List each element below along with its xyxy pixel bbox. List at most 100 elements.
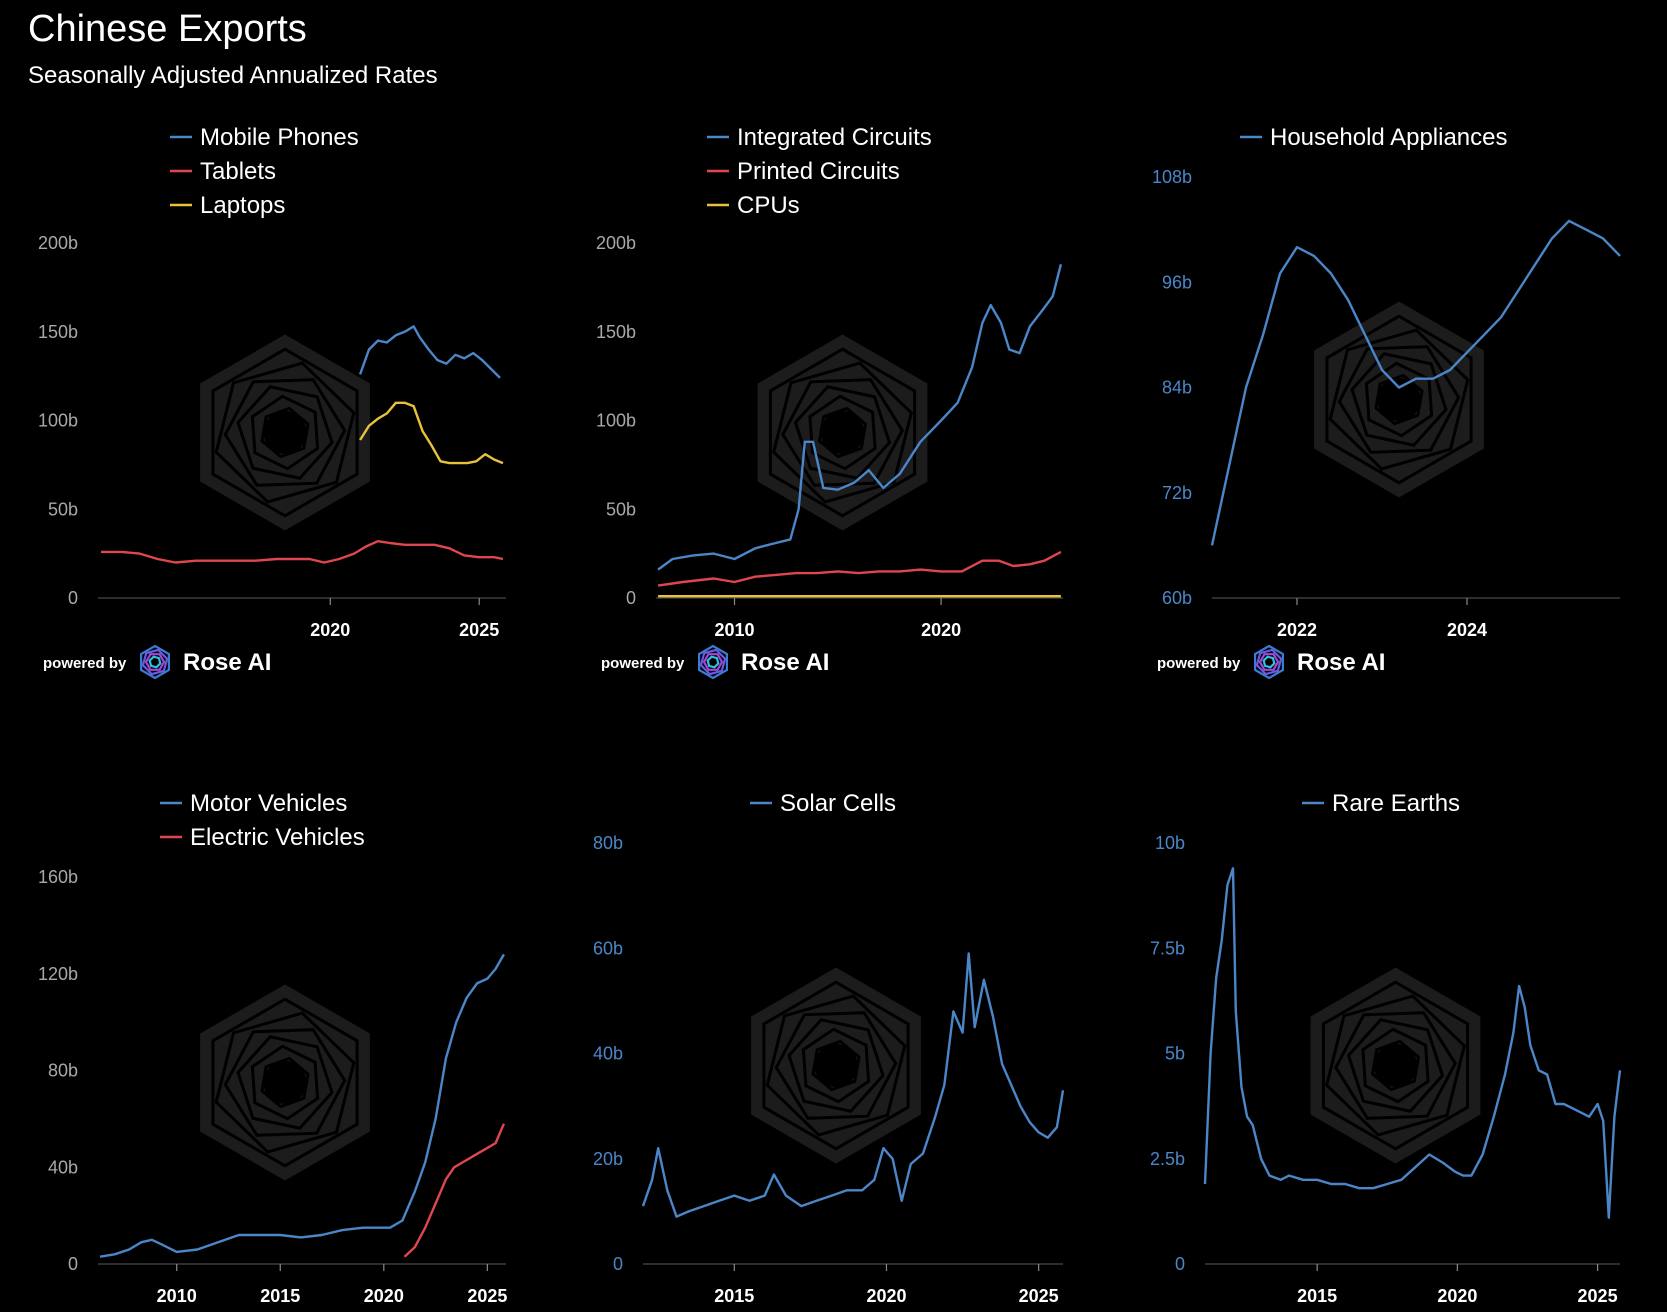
legend-label: Printed Circuits (737, 158, 900, 185)
watermark-ring (223, 1028, 347, 1137)
legend-label: Motor Vehicles (190, 790, 347, 817)
x-tick-label: 2025 (459, 620, 499, 640)
x-tick-label: 2020 (364, 1286, 404, 1306)
rose-ai-logo-ring (140, 644, 170, 680)
watermark-ring (223, 378, 347, 487)
watermark-ring (1325, 314, 1473, 485)
page-subtitle: Seasonally Adjusted Annualized Rates (28, 62, 438, 89)
watermark-ring (793, 385, 892, 480)
y-tick-label: 80b (48, 1061, 78, 1081)
series-line-tablets (101, 540, 504, 564)
watermark-ring (1350, 352, 1448, 447)
watermark-ring (781, 378, 904, 487)
y-tick-label: 200b (38, 233, 78, 253)
y-tick-label: 0 (1175, 1254, 1185, 1274)
watermark-ring (762, 980, 910, 1151)
watermark-ring (211, 347, 359, 518)
rose-ai-logo-center (1266, 659, 1272, 665)
y-tick-label: 7.5b (1150, 938, 1185, 958)
x-tick-label: 2025 (1019, 1286, 1059, 1306)
y-tick-label: 40b (593, 1044, 623, 1064)
y-tick-label: 10b (1155, 833, 1185, 853)
watermark-ring (211, 997, 359, 1168)
watermark-ring (817, 406, 868, 459)
watermark-ring (808, 394, 877, 471)
rose-ai-logo-ring (148, 655, 162, 669)
watermark-ring (1361, 1027, 1430, 1104)
y-tick-label: 60b (593, 938, 623, 958)
watermark-ring (236, 1035, 334, 1130)
y-tick-label: 80b (593, 833, 623, 853)
x-tick-label: 2010 (157, 1286, 197, 1306)
x-tick-label: 2025 (1578, 1286, 1618, 1306)
y-tick-label: 200b (596, 233, 636, 253)
y-tick-label: 0 (68, 1254, 78, 1274)
x-tick-label: 2020 (921, 620, 961, 640)
y-tick-label: 100b (596, 411, 636, 431)
series-line-mobile-phones (358, 325, 501, 379)
x-tick-label: 2020 (866, 1286, 906, 1306)
watermark-center (1377, 377, 1421, 422)
powered-by-label: powered by (1157, 655, 1241, 672)
rose-ai-logo-ring (699, 648, 727, 676)
y-tick-label: 0 (68, 588, 78, 608)
rose-ai-logo-ring (141, 648, 169, 676)
rose-ai-logo-ring (1258, 653, 1280, 671)
legend-label: Tablets (200, 158, 276, 185)
x-tick-label: 2015 (260, 1286, 300, 1306)
y-tick-label: 160b (38, 867, 78, 887)
y-tick-label: 150b (38, 322, 78, 342)
watermark-ring (260, 406, 310, 459)
chart-panel-5: 0 20b 40b 60b 80b 2015 2020 2025 Solar Cells (593, 790, 1065, 1306)
x-tick-label: 2022 (1277, 620, 1317, 640)
watermark-ring (765, 994, 907, 1137)
rose-ai-logo-ring (1262, 655, 1276, 669)
x-tick-label: 2020 (310, 620, 350, 640)
y-tick-label: 150b (596, 322, 636, 342)
chart-panel-2: 0 50b 100b 150b 200b 2010 2020 Integrated Circu… (596, 124, 1063, 680)
powered-by-label: powered by (43, 655, 127, 672)
series-line-integrated-circuits (657, 264, 1063, 571)
watermark-ring (1325, 994, 1466, 1137)
chart-panel-3: 60b 72b 84b 96b 108b 2022 2024 Household Applia… (1152, 124, 1621, 680)
y-tick-label: 0 (613, 1254, 623, 1274)
legend-label: Household Appliances (1270, 124, 1508, 151)
watermark-ring (1346, 1018, 1445, 1113)
y-tick-label: 50b (48, 499, 78, 519)
rose-ai-logo-ring (697, 644, 729, 680)
x-tick-label: 2020 (1437, 1286, 1477, 1306)
y-tick-label: 50b (606, 499, 636, 519)
x-tick-label: 2024 (1447, 620, 1487, 640)
rose-ai-brand-name: Rose AI (1297, 649, 1385, 676)
x-tick-label: 2010 (714, 620, 754, 640)
legend-label: CPUs (737, 192, 800, 219)
watermark-ring (811, 1039, 861, 1092)
chart-panel-1: 0 50b 100b 150b 200b 2020 2025 Mobile Phones Tab… (38, 124, 506, 680)
watermark-ring (260, 1056, 310, 1109)
series-line-household-appliances (1210, 219, 1621, 546)
x-tick-label: 2015 (714, 1286, 754, 1306)
watermark-ring (1321, 980, 1470, 1151)
y-tick-label: 0 (626, 588, 636, 608)
watermark-center (1373, 1043, 1418, 1088)
watermark-ring (250, 1044, 320, 1121)
y-tick-label: 100b (38, 411, 78, 431)
watermark-center (263, 410, 307, 455)
series-line-solar-cells (641, 952, 1065, 1218)
rose-ai-logo-ring (144, 653, 166, 671)
chart-panel-4: 0 40b 80b 120b 160b 2010 2015 2020 2025 Motor Veh… (38, 790, 507, 1306)
watermark-ring (801, 1027, 871, 1104)
watermark-ring (774, 1011, 898, 1120)
x-tick-label: 2025 (467, 1286, 507, 1306)
powered-by-label: powered by (601, 655, 685, 672)
watermark-ring (214, 1011, 356, 1154)
watermark-ring (1328, 328, 1470, 471)
rose-ai-logo-center (710, 659, 716, 665)
rose-ai-logo-ring (1253, 644, 1285, 680)
watermark-ring (1334, 1011, 1457, 1120)
watermark-ring (250, 394, 320, 471)
series-line-rare-earths (1203, 867, 1622, 1219)
y-tick-label: 120b (38, 964, 78, 984)
y-tick-label: 2.5b (1150, 1149, 1185, 1169)
